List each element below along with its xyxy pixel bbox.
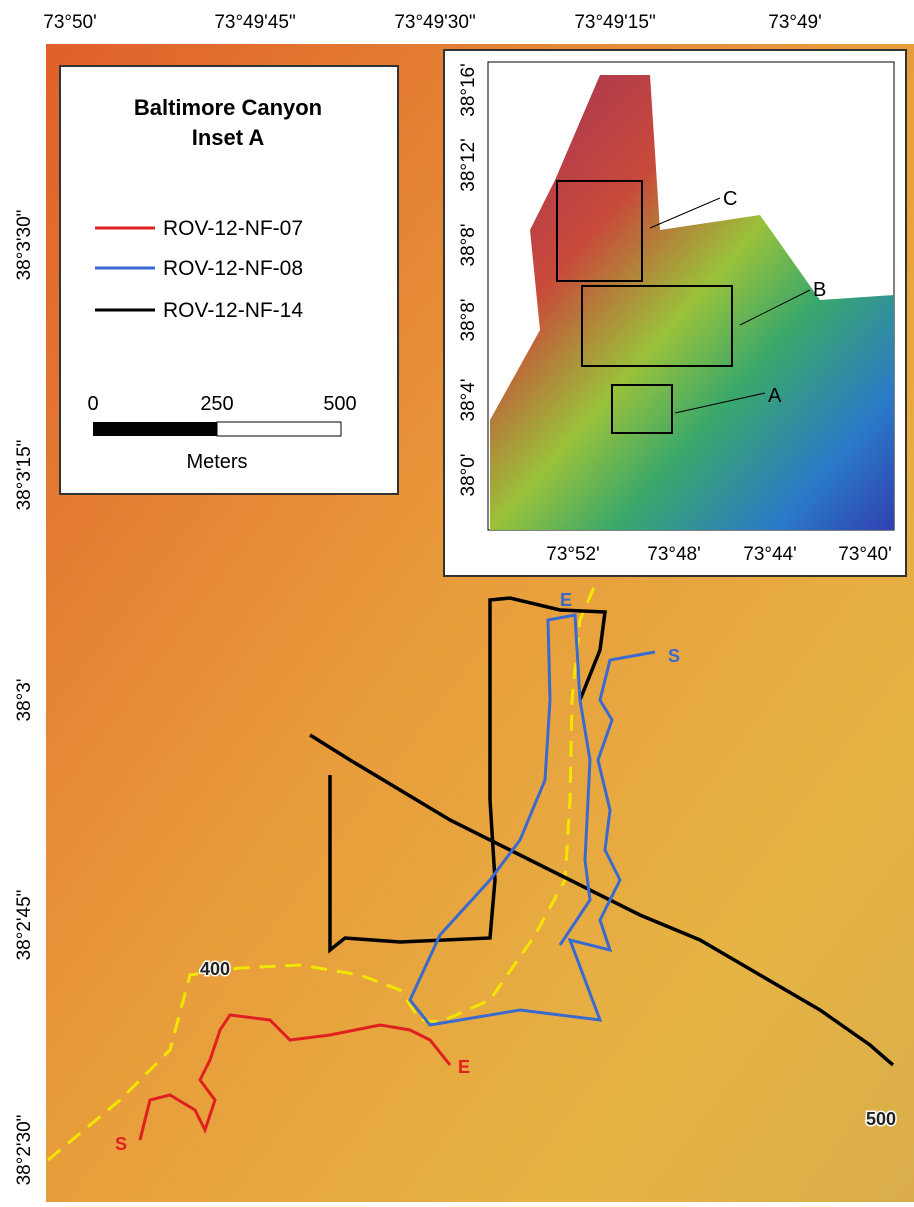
scale-unit: Meters bbox=[186, 451, 247, 473]
legend-title: Baltimore Canyon bbox=[134, 95, 322, 120]
inset-axis-label: 73°40' bbox=[838, 544, 892, 565]
legend-entry: ROV-12-NF-07 bbox=[163, 217, 303, 240]
inset-axis-label: 73°52' bbox=[546, 544, 600, 565]
axis-label: 38°3'30" bbox=[14, 210, 35, 281]
inset-axis-label: 73°44' bbox=[743, 544, 797, 565]
track-label: S bbox=[668, 646, 680, 666]
track-label: S bbox=[115, 1134, 127, 1154]
axis-label: 73°49'15" bbox=[574, 12, 655, 33]
legend-entry: ROV-12-NF-14 bbox=[163, 299, 303, 322]
contour-label: 400 bbox=[200, 959, 230, 979]
scale-bar bbox=[217, 422, 341, 436]
axis-label: 73°49' bbox=[768, 12, 822, 33]
inset-axis-label: 38°0' bbox=[458, 454, 479, 497]
axis-label: 38°3' bbox=[14, 679, 35, 722]
axis-label: 73°49'30" bbox=[394, 12, 475, 33]
scale-label: 0 bbox=[87, 393, 98, 415]
axis-label: 73°50' bbox=[43, 12, 97, 33]
scale-bar bbox=[93, 422, 217, 436]
inset-axis-label: 38°8' bbox=[458, 299, 479, 342]
track-label: E bbox=[560, 590, 572, 610]
legend-entry: ROV-12-NF-08 bbox=[163, 257, 303, 280]
legend-title: Inset A bbox=[192, 125, 265, 150]
inset-axis-label: 38°4' bbox=[458, 379, 479, 422]
inset-axis-label: 38°16' bbox=[458, 63, 479, 117]
track-label: E bbox=[458, 1057, 470, 1077]
inset-axis-label: 38°12' bbox=[458, 138, 479, 192]
map: 73°50' 73°49'45" 73°49'30" 73°49'15" 73°… bbox=[0, 0, 914, 1202]
axis-label: 38°3'15" bbox=[14, 440, 35, 511]
axis-label: 73°49'45" bbox=[214, 12, 295, 33]
inset-box-label: B bbox=[813, 279, 826, 301]
inset: C B A 38°16' 38°12' 38°8' 38°8' 38°4' 38… bbox=[444, 50, 906, 576]
inset-axis-label: 38°8' bbox=[458, 224, 479, 267]
scale-label: 250 bbox=[200, 393, 233, 415]
axis-label: 38°2'45" bbox=[14, 890, 35, 961]
inset-axis-label: 73°48' bbox=[647, 544, 701, 565]
contour-label: 500 bbox=[866, 1109, 896, 1129]
scale-label: 500 bbox=[323, 393, 356, 415]
inset-box-label: A bbox=[768, 385, 782, 407]
axis-label: 38°2'30" bbox=[14, 1115, 35, 1186]
legend: Baltimore Canyon Inset A ROV-12-NF-07 RO… bbox=[60, 66, 398, 494]
inset-box-label: C bbox=[723, 188, 737, 210]
